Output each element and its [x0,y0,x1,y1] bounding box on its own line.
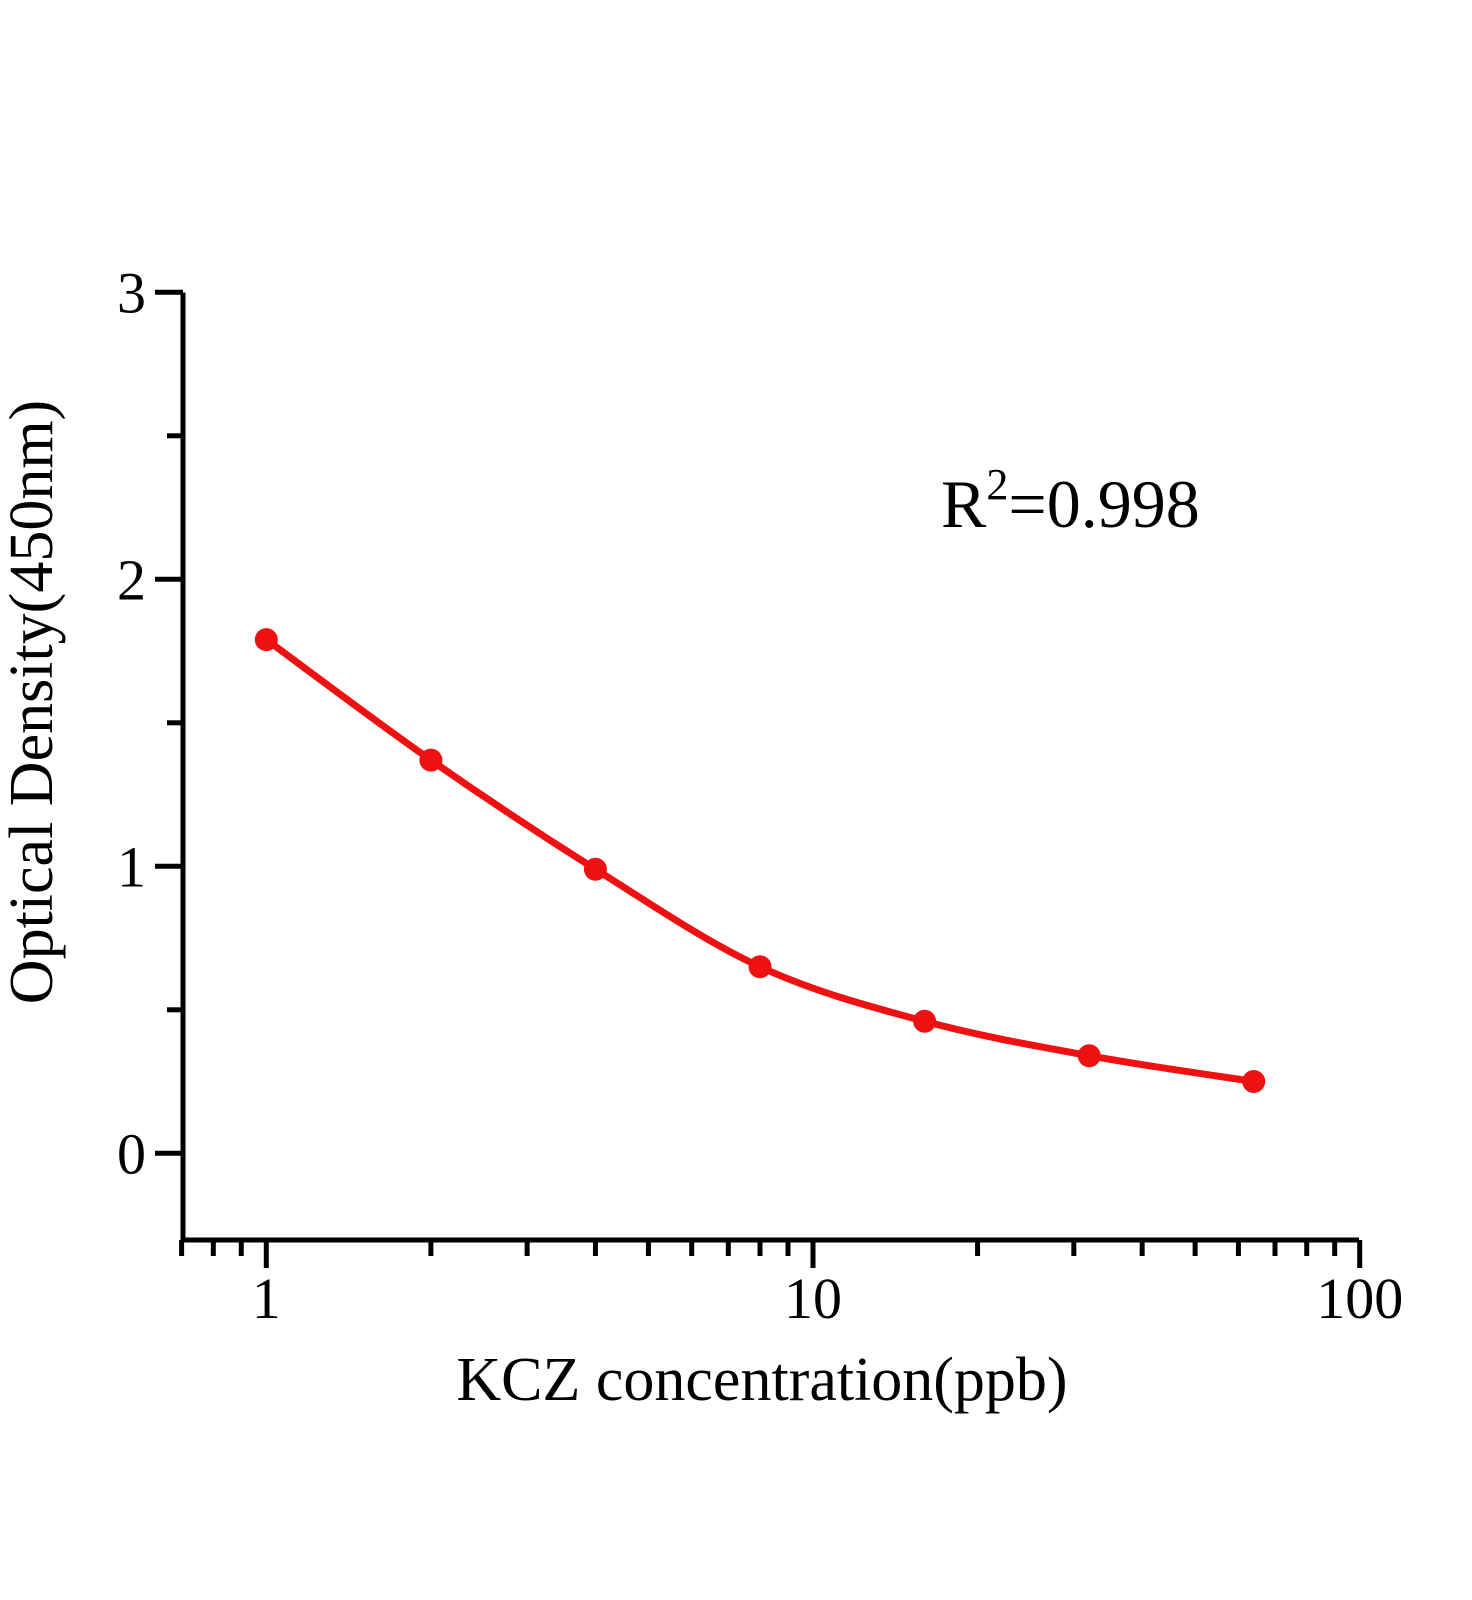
x-axis-title: KCZ concentration(ppb) [456,1346,1067,1414]
x-axis-tick-label: 10 [784,1266,842,1331]
r-squared-base: R [941,466,987,542]
y-axis-tick-label: 2 [117,547,146,612]
data-point [419,748,443,772]
x-axis-tick-label: 1 [252,1266,281,1331]
y-axis-tick-label: 0 [117,1121,146,1186]
data-point [583,857,607,881]
data-point [1242,1070,1266,1093]
axis-frame [180,292,1359,1243]
r-squared-value: =0.998 [1008,466,1199,542]
y-axis-title: Optical Density(450nm) [0,400,66,1004]
y-axis-tick-label: 3 [117,260,146,325]
fitted-curve [262,636,1258,1085]
plot-layer: 0 1 2 3 1 10 100 [117,260,1403,1331]
r-squared-superscript: 2 [986,460,1008,509]
x-axis-tick-label: 100 [1316,1266,1403,1331]
y-axis-tick-label: 1 [117,834,146,899]
data-point [913,1009,937,1033]
data-point [1077,1044,1101,1068]
data-point [254,628,278,652]
r-squared-annotation: R2=0.998 [941,460,1200,542]
data-point [748,955,772,979]
